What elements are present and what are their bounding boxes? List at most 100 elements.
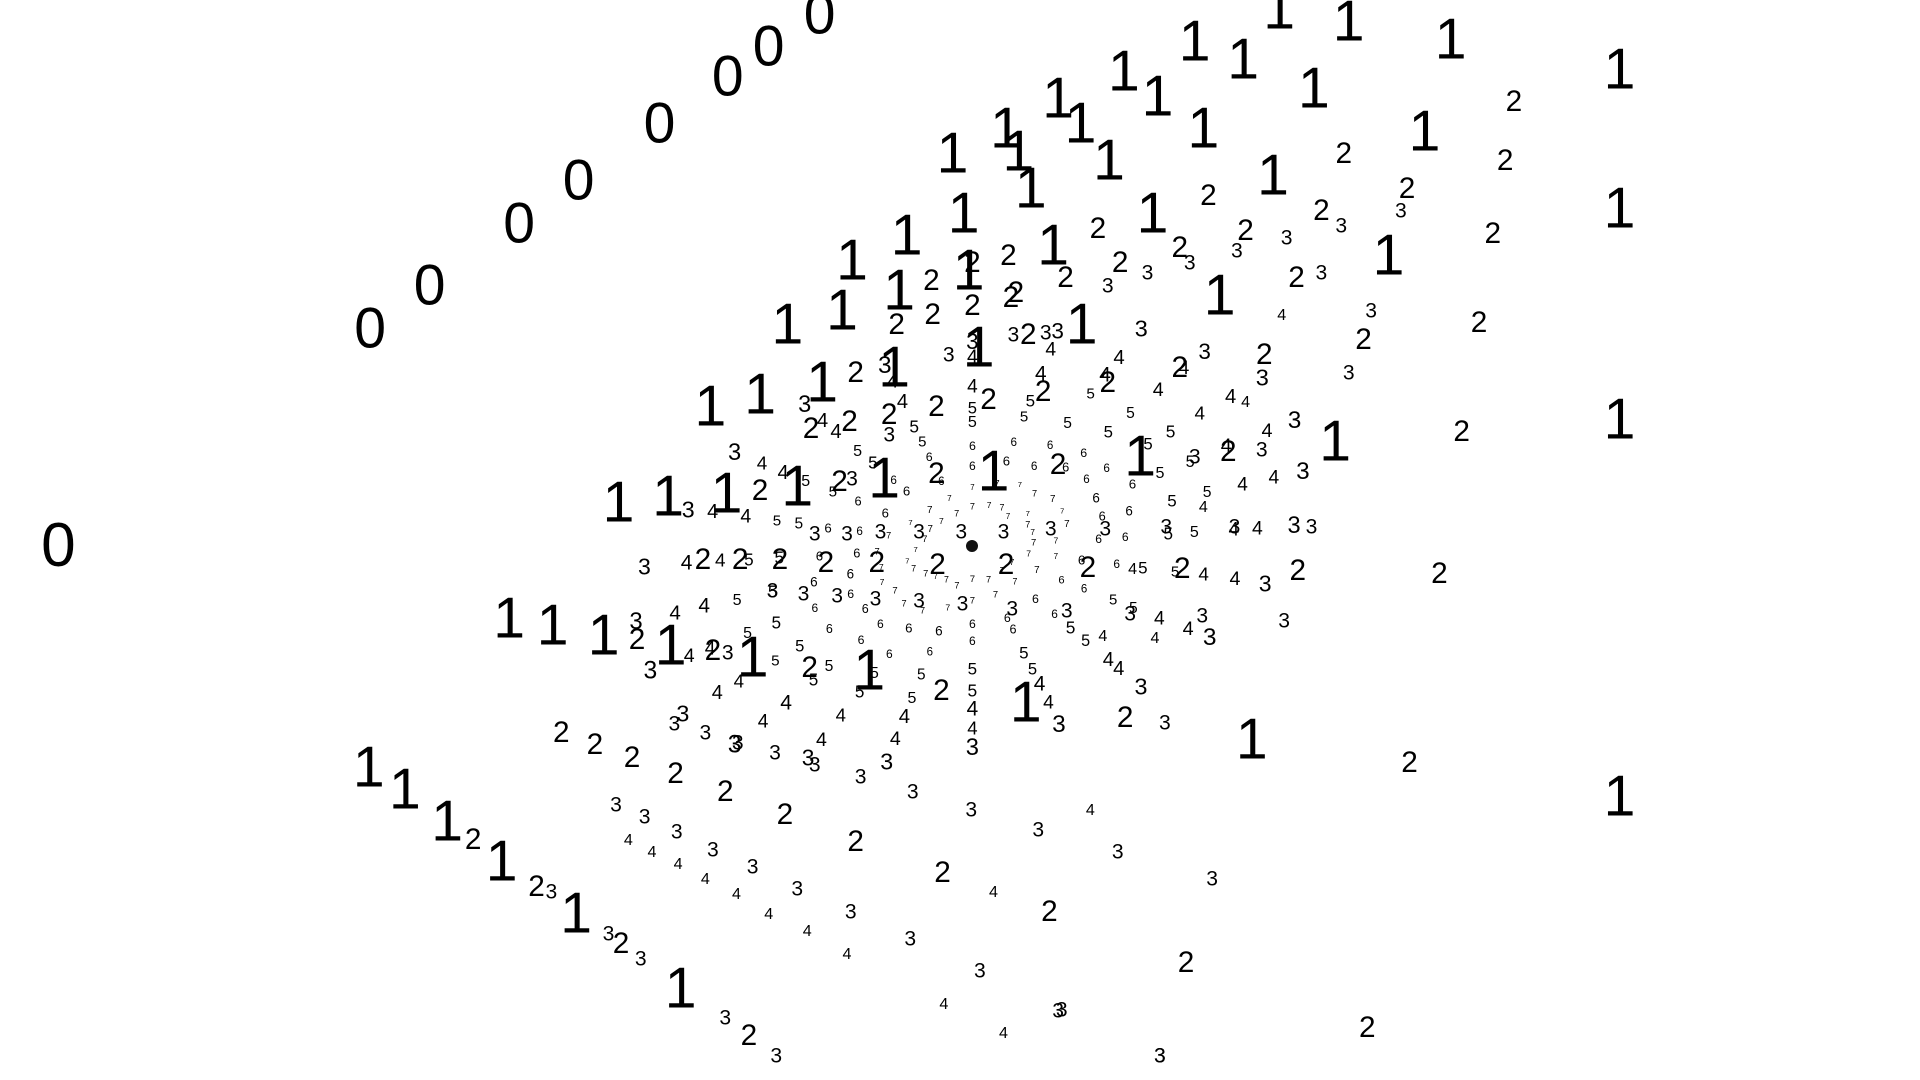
digit-label-6: 6 bbox=[1103, 461, 1110, 475]
digit-label-2: 2 bbox=[464, 822, 482, 856]
digit-label-1: 1 bbox=[736, 625, 769, 690]
digit-label-3: 3 bbox=[854, 765, 867, 789]
digit-label-2: 2 bbox=[1099, 365, 1117, 399]
digit-label-6: 6 bbox=[1077, 552, 1086, 568]
digit-label-6: 6 bbox=[1003, 611, 1011, 626]
digit-label-1: 1 bbox=[1603, 36, 1636, 101]
digit-label-4: 4 bbox=[1152, 378, 1164, 401]
digit-label-2: 2 bbox=[841, 405, 858, 439]
digit-label-3: 3 bbox=[1287, 512, 1301, 539]
digit-label-6: 6 bbox=[1098, 508, 1106, 524]
digit-label-1: 1 bbox=[936, 121, 969, 186]
digit-label-2: 2 bbox=[623, 740, 641, 774]
digit-label-3: 3 bbox=[906, 780, 919, 804]
digit-label-6: 6 bbox=[861, 601, 869, 616]
digit-label-6: 6 bbox=[968, 438, 976, 453]
digit-label-3: 3 bbox=[1365, 298, 1377, 322]
digit-label-5: 5 bbox=[1025, 391, 1036, 411]
digit-label-1: 1 bbox=[1434, 7, 1467, 72]
digit-label-3: 3 bbox=[808, 522, 821, 546]
digit-label-3: 3 bbox=[1052, 710, 1066, 738]
digit-label-3: 3 bbox=[846, 467, 858, 491]
digit-label-7: 7 bbox=[920, 604, 926, 615]
digit-label-2: 2 bbox=[817, 545, 835, 579]
digit-label-5: 5 bbox=[967, 413, 977, 432]
digit-label-4: 4 bbox=[1154, 608, 1165, 630]
digit-label-3: 3 bbox=[1231, 239, 1243, 263]
digit-label-1: 1 bbox=[602, 470, 635, 535]
digit-label-3: 3 bbox=[670, 820, 683, 844]
digit-label-3: 3 bbox=[874, 519, 887, 543]
digit-label-7: 7 bbox=[986, 499, 992, 510]
digit-label-5: 5 bbox=[1126, 405, 1135, 423]
digit-label-3: 3 bbox=[1160, 515, 1173, 539]
digit-label-2: 2 bbox=[553, 715, 570, 749]
digit-label-6: 6 bbox=[853, 545, 861, 561]
digit-label-3: 3 bbox=[1039, 321, 1052, 345]
digit-label-1: 1 bbox=[1235, 707, 1268, 772]
digit-label-4: 4 bbox=[815, 729, 827, 751]
digit-label-1: 1 bbox=[710, 461, 743, 526]
digit-label-6: 6 bbox=[926, 646, 933, 659]
digit-label-7: 7 bbox=[986, 574, 992, 585]
digit-label-1: 1 bbox=[853, 638, 886, 703]
digit-label-3: 3 bbox=[798, 392, 812, 419]
digit-label-3: 3 bbox=[904, 927, 917, 951]
digit-label-2: 2 bbox=[1171, 231, 1189, 265]
digit-label-3: 3 bbox=[676, 700, 690, 727]
digit-label-1: 1 bbox=[744, 362, 776, 427]
digit-label-7: 7 bbox=[969, 574, 976, 586]
digit-label-3: 3 bbox=[1044, 517, 1057, 541]
digit-label-7: 7 bbox=[1053, 536, 1059, 546]
digit-label-1: 1 bbox=[1319, 409, 1351, 474]
digit-label-4: 4 bbox=[802, 922, 812, 941]
digit-label-1: 1 bbox=[826, 277, 858, 342]
digit-label-3: 3 bbox=[1051, 318, 1064, 344]
digit-label-3: 3 bbox=[1060, 599, 1073, 623]
digit-label-5: 5 bbox=[1167, 491, 1177, 511]
digit-label-4: 4 bbox=[1099, 363, 1111, 387]
digit-label-1: 1 bbox=[694, 374, 727, 439]
digit-label-3: 3 bbox=[610, 793, 622, 817]
digit-label-2: 2 bbox=[1200, 179, 1217, 213]
digit-label-6: 6 bbox=[1080, 445, 1088, 460]
digit-label-2: 2 bbox=[802, 411, 820, 445]
digit-label-2: 2 bbox=[847, 355, 864, 389]
digit-label-4: 4 bbox=[1194, 403, 1206, 425]
digit-label-6: 6 bbox=[885, 646, 893, 661]
digit-label-1: 1 bbox=[352, 734, 385, 799]
digit-label-2: 2 bbox=[1041, 894, 1058, 928]
digit-label-3: 3 bbox=[1296, 457, 1310, 485]
digit-label-4: 4 bbox=[777, 461, 789, 484]
digit-label-6: 6 bbox=[1125, 503, 1133, 519]
digit-label-2: 2 bbox=[1057, 261, 1074, 295]
digit-label-2: 2 bbox=[1256, 338, 1273, 372]
digit-label-3: 3 bbox=[1202, 624, 1217, 652]
digit-label-4: 4 bbox=[887, 370, 899, 393]
digit-label-2: 2 bbox=[964, 288, 981, 322]
digit-label-4: 4 bbox=[830, 421, 842, 444]
digit-label-1: 1 bbox=[883, 258, 915, 323]
digit-label-1: 1 bbox=[1263, 0, 1296, 42]
digit-label-1: 1 bbox=[536, 593, 569, 658]
digit-label-3: 3 bbox=[681, 496, 695, 523]
digit-label-7: 7 bbox=[926, 504, 933, 516]
digit-label-0: 0 bbox=[354, 296, 386, 361]
digit-label-7: 7 bbox=[933, 572, 938, 582]
digit-label-7: 7 bbox=[923, 567, 929, 578]
digit-label-4: 4 bbox=[898, 706, 911, 729]
digit-label-4: 4 bbox=[967, 376, 978, 398]
digit-label-0: 0 bbox=[562, 148, 595, 213]
digit-label-4: 4 bbox=[1228, 519, 1240, 541]
digit-label-0: 0 bbox=[503, 190, 535, 255]
digit-label-4: 4 bbox=[966, 345, 978, 368]
digit-label-7: 7 bbox=[879, 576, 885, 587]
digit-label-1: 1 bbox=[560, 881, 593, 946]
digit-label-3: 3 bbox=[1278, 609, 1290, 633]
digit-label-7: 7 bbox=[1031, 488, 1038, 499]
digit-label-4: 4 bbox=[1229, 568, 1241, 591]
digit-label-6: 6 bbox=[969, 458, 976, 473]
digit-label-3: 3 bbox=[1395, 199, 1407, 223]
digit-label-3: 3 bbox=[1032, 818, 1045, 842]
digit-label-6: 6 bbox=[1046, 439, 1054, 453]
